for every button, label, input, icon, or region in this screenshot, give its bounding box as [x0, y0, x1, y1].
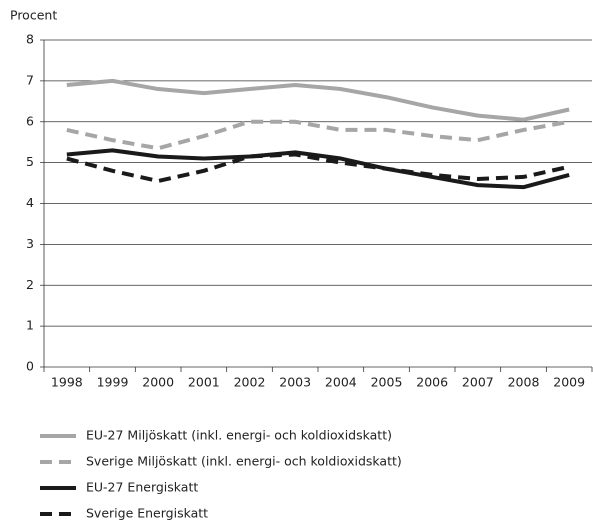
x-tick-label: 2003: [279, 375, 311, 390]
series-line: [66, 119, 570, 151]
x-tick-label: 2002: [234, 375, 266, 390]
y-tick-label: 5: [26, 154, 34, 169]
x-tick-label: 2006: [416, 375, 448, 390]
y-tick-label: 8: [26, 32, 34, 47]
legend-label: Sverige Miljöskatt (inkl. energi- och ko…: [86, 454, 402, 469]
y-tick-label: 7: [26, 72, 34, 87]
series-line: [66, 152, 570, 184]
x-tick-label: 2009: [553, 375, 585, 390]
x-tick-label: 1999: [97, 375, 129, 390]
legend-label: Sverige Energiskatt: [86, 506, 208, 521]
x-tick-label: 2007: [462, 375, 494, 390]
series-line: [66, 78, 570, 122]
legend-label: EU-27 Miljöskatt (inkl. energi- och kold…: [86, 428, 392, 443]
y-tick-label: 2: [26, 277, 34, 292]
x-tick-label: 2000: [142, 375, 174, 390]
y-tick-label: 4: [26, 195, 34, 210]
y-tick-label: 3: [26, 236, 34, 251]
series-line: [66, 148, 570, 190]
y-axis-label: Procent: [10, 8, 57, 23]
legend-label: EU-27 Energiskatt: [86, 480, 198, 495]
y-tick-label: 0: [26, 359, 34, 374]
y-tick-label: 1: [26, 318, 34, 333]
x-tick-label: 2001: [188, 375, 220, 390]
x-tick-label: 2008: [508, 375, 540, 390]
y-tick-label: 6: [26, 113, 34, 128]
x-tick-label: 2004: [325, 375, 357, 390]
x-tick-label: 1998: [51, 375, 83, 390]
x-tick-label: 2005: [371, 375, 403, 390]
